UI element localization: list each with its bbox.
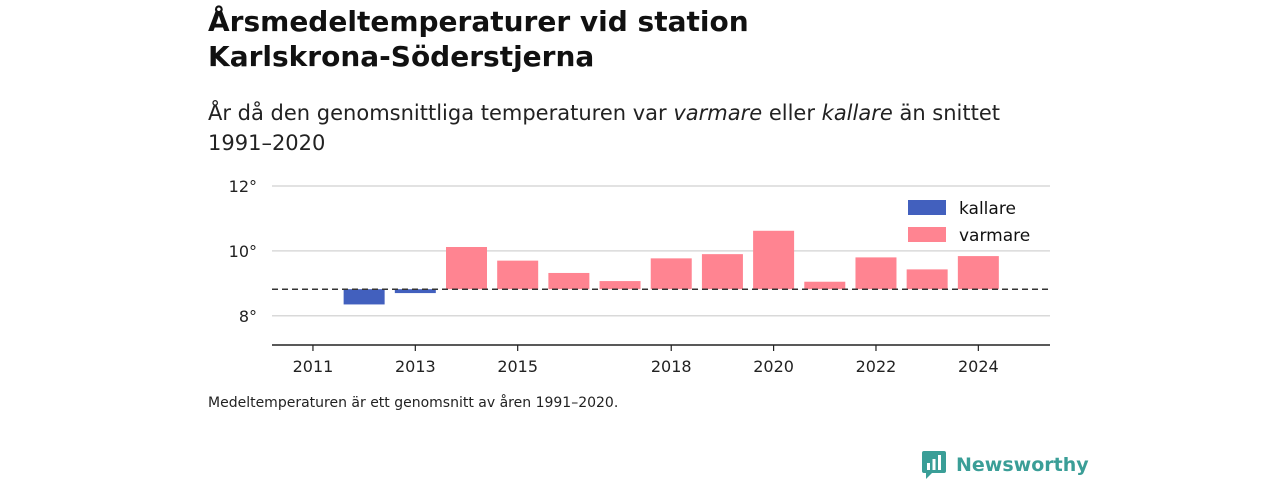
bar-2021 (804, 281, 846, 290)
chart-title: Årsmedeltemperaturer vid station Karlskr… (208, 5, 749, 73)
x-tick-label: 2013 (395, 357, 436, 376)
subtitle-em-colder: kallare (821, 101, 893, 125)
x-tick-label: 2022 (856, 357, 897, 376)
legend-label-warmer: varmare (959, 226, 1030, 246)
x-tick-label: 2011 (293, 357, 334, 376)
footnote: Medeltemperaturen är ett genomsnitt av å… (208, 395, 619, 411)
x-tick-label: 2020 (753, 357, 794, 376)
x-tick-label: 2018 (651, 357, 692, 376)
legend-swatch-colder (908, 200, 946, 215)
y-tick-label: 8° (239, 307, 257, 326)
subtitle-text-3: än snittet 1991–2020 (208, 101, 1001, 155)
bar-2019 (701, 254, 743, 290)
bar-2017 (599, 281, 641, 290)
chart-subtitle: År då den genomsnittliga temperaturen va… (208, 98, 1068, 158)
bar-2014 (446, 247, 487, 290)
x-tick-label: 2015 (497, 357, 538, 376)
legend-swatch-warmer (908, 227, 946, 242)
bar-2022 (855, 257, 897, 290)
subtitle-text-2: eller (762, 101, 822, 125)
brand-name: Newsworthy (956, 454, 1089, 476)
y-tick-label: 10° (229, 242, 257, 261)
x-axis-ticks: 2011 2013 2015 2018 2020 2022 2024 (293, 345, 999, 376)
bars (343, 230, 999, 305)
bar-2012 (343, 289, 385, 305)
bar-2016 (548, 272, 590, 290)
bar-2024 (957, 256, 999, 290)
grid-lines (272, 185, 1050, 317)
legend-label-colder: kallare (959, 199, 1016, 219)
subtitle-text-1: År då den genomsnittliga temperaturen va… (208, 101, 674, 125)
legend: kallare varmare (898, 190, 1044, 250)
bar-2023 (906, 269, 948, 290)
bar-2015 (497, 260, 539, 290)
bar-2013 (394, 289, 436, 294)
x-tick-label: 2024 (958, 357, 999, 376)
newsworthy-logo-icon (922, 451, 946, 479)
bar-2018 (650, 258, 692, 290)
y-tick-label: 12° (229, 177, 257, 196)
bar-2020 (753, 230, 795, 290)
subtitle-em-warmer: varmare (673, 101, 763, 125)
y-axis-ticks: 8° 10° 12° (229, 177, 257, 326)
brand-logo: Newsworthy (922, 450, 1089, 480)
